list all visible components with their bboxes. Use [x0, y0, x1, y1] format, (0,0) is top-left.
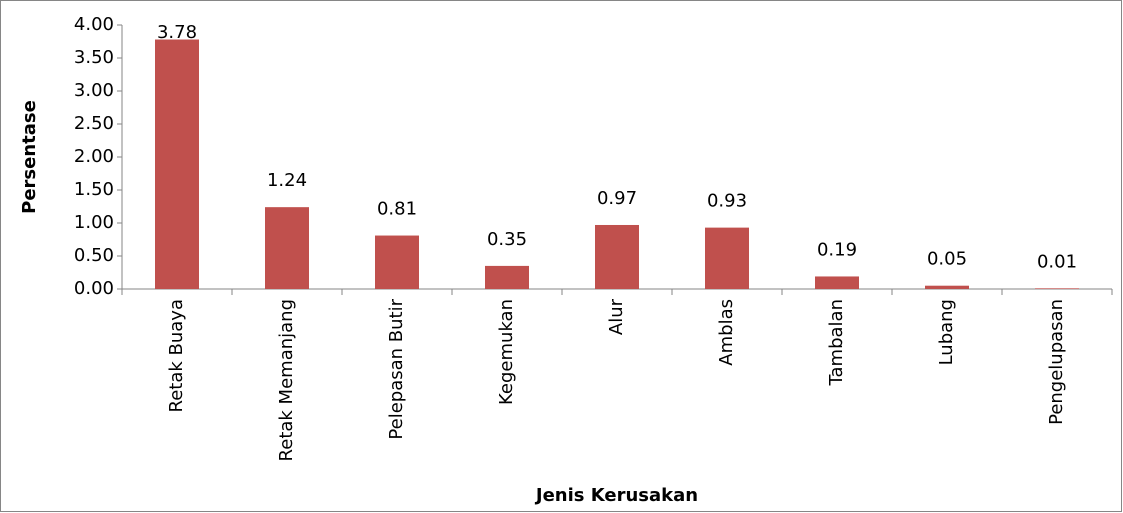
bar [265, 207, 309, 289]
bar [595, 224, 639, 289]
bar [485, 265, 529, 289]
data-label: 0.93 [707, 191, 747, 212]
data-label: 3.78 [157, 22, 197, 43]
y-axis-title: Persentase [19, 100, 40, 214]
y-tick-label: 4.00 [74, 14, 114, 35]
data-label: 0.35 [487, 229, 527, 250]
data-label: 1.24 [267, 170, 307, 191]
x-tick-label: Tambalan [826, 299, 847, 386]
y-tick-label: 3.50 [74, 47, 114, 68]
data-label: 0.97 [597, 188, 637, 209]
data-label: 0.01 [1037, 251, 1077, 272]
bar [815, 276, 859, 289]
bar [1035, 288, 1079, 289]
x-tick-label: Alur [606, 298, 627, 335]
bar [375, 235, 419, 289]
y-tick-label: 2.50 [74, 113, 114, 134]
bar [155, 39, 199, 289]
x-tick-label: Pengelupasan [1046, 299, 1067, 425]
data-label: 0.19 [817, 239, 857, 260]
x-tick-label: Kegemukan [496, 299, 517, 405]
y-tick-label: 2.00 [74, 146, 114, 167]
x-axis-title: Jenis Kerusakan [534, 485, 698, 506]
y-tick-label: 0.50 [74, 245, 114, 266]
y-tick-label: 3.00 [74, 80, 114, 101]
x-tick-label: Lubang [936, 299, 957, 365]
bar [705, 227, 749, 289]
data-label: 0.05 [927, 249, 967, 270]
x-tick-label: Retak Buaya [166, 299, 187, 412]
y-tick-label: 0.00 [74, 278, 114, 299]
y-tick-label: 1.00 [74, 212, 114, 233]
bar [925, 285, 969, 289]
x-tick-label: Amblas [716, 299, 737, 366]
x-tick-label: Pelepasan Butir [386, 298, 407, 439]
data-label: 0.81 [377, 199, 417, 220]
y-tick-label: 1.50 [74, 179, 114, 200]
x-tick-label: Retak Memanjang [276, 299, 297, 461]
